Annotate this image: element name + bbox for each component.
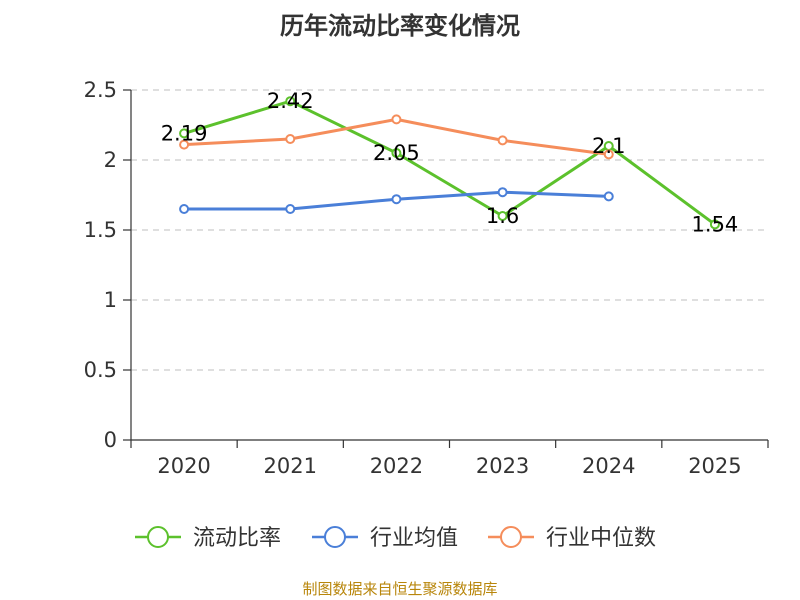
legend-item[interactable]: 行业均值 bbox=[312, 526, 458, 551]
x-tick-label: 2025 bbox=[688, 454, 741, 478]
legend-label: 行业均值 bbox=[370, 526, 458, 551]
legend: 流动比率 行业均值 行业中位数 bbox=[135, 526, 656, 551]
data-point bbox=[179, 204, 190, 214]
legend-marker-icon bbox=[147, 526, 169, 548]
data-label-layer: 2.19 2.42 2.05 1.6 2.1 1.54 bbox=[161, 89, 739, 236]
data-point bbox=[285, 204, 296, 214]
legend-marker-icon bbox=[324, 526, 346, 548]
source-note: 制图数据来自恒生聚源数据库 bbox=[302, 580, 498, 598]
data-point bbox=[391, 114, 402, 125]
data-point bbox=[285, 96, 296, 107]
data-point bbox=[497, 135, 508, 146]
x-tick-label: 2022 bbox=[370, 454, 423, 478]
data-point bbox=[497, 187, 508, 198]
data-point bbox=[391, 194, 402, 205]
data-label: 1.6 bbox=[486, 204, 519, 228]
legend-label: 流动比率 bbox=[193, 526, 281, 551]
data-point bbox=[709, 219, 720, 230]
y-tick-label: 2 bbox=[104, 148, 117, 172]
data-label: 1.54 bbox=[692, 212, 739, 236]
y-tick-label: 1 bbox=[104, 288, 117, 312]
y-tick-label: 2.5 bbox=[84, 78, 117, 102]
x-tick-label: 2023 bbox=[476, 454, 529, 478]
legend-label: 行业中位数 bbox=[546, 526, 656, 551]
data-label: 2.42 bbox=[267, 89, 314, 113]
grid-layer bbox=[131, 89, 768, 371]
legend-item[interactable]: 行业中位数 bbox=[488, 526, 656, 551]
data-point bbox=[179, 139, 190, 150]
y-tick-label: 0 bbox=[104, 428, 117, 452]
y-tick-label: 0.5 bbox=[84, 358, 117, 382]
data-label: 2.1 bbox=[592, 134, 625, 158]
data-point bbox=[497, 211, 508, 221]
series-line bbox=[182, 99, 717, 226]
chart-title: 历年流动比率变化情况 bbox=[280, 12, 520, 40]
data-point bbox=[179, 128, 190, 139]
data-label: 2.19 bbox=[161, 121, 208, 145]
y-tick-label: 1.5 bbox=[84, 218, 117, 242]
series-layer bbox=[179, 96, 720, 230]
data-point bbox=[603, 149, 614, 160]
legend-marker-icon bbox=[500, 526, 522, 548]
data-label: 2.05 bbox=[373, 141, 420, 165]
x-tick-label: 2020 bbox=[157, 454, 210, 478]
data-point bbox=[603, 191, 614, 202]
legend-item[interactable]: 流动比率 bbox=[135, 526, 281, 551]
axis-layer: 0 0.5 1 1.5 2 2.5 2020 2021 2022 2023 2024 2025 bbox=[84, 78, 769, 478]
data-point bbox=[285, 134, 296, 144]
x-tick-label: 2024 bbox=[582, 454, 635, 478]
x-tick-label: 2021 bbox=[264, 454, 317, 478]
data-point bbox=[391, 148, 402, 158]
